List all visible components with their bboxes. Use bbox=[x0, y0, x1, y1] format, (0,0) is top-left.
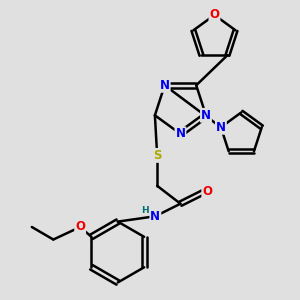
Text: N: N bbox=[150, 210, 161, 223]
Text: H: H bbox=[142, 206, 149, 215]
Text: N: N bbox=[201, 109, 211, 122]
Text: N: N bbox=[216, 121, 226, 134]
Text: S: S bbox=[153, 149, 161, 162]
Text: O: O bbox=[202, 185, 212, 198]
Text: N: N bbox=[160, 79, 170, 92]
Text: N: N bbox=[176, 128, 185, 140]
Text: O: O bbox=[209, 8, 220, 22]
Text: O: O bbox=[75, 220, 85, 233]
